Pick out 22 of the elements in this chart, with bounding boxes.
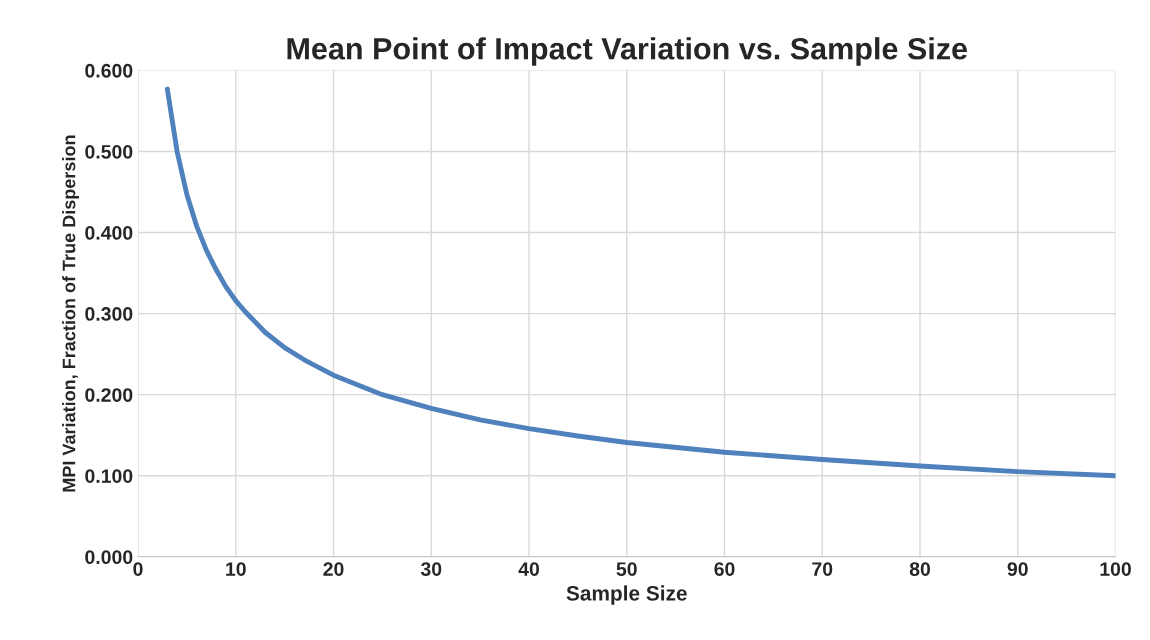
y-tick-label: 0.200: [85, 388, 133, 402]
x-tick-label: 70: [812, 562, 833, 576]
chart-title: Mean Point of Impact Variation vs. Sample Size: [287, 37, 968, 66]
x-tick-label: 10: [226, 562, 246, 576]
x-tick-label: 100: [1100, 562, 1131, 576]
y-tick-label: 0.000: [85, 550, 133, 565]
x-tick-label: 80: [909, 562, 931, 576]
y-tick-label: 0.400: [85, 226, 133, 240]
x-axis-title: Sample Size: [566, 585, 687, 605]
y-tick-label: 0.300: [85, 307, 133, 321]
y-tick-label: 0.100: [85, 469, 133, 483]
x-tick-label: 40: [518, 562, 540, 576]
x-tick-label: 90: [1007, 562, 1028, 576]
x-tick-label: 60: [714, 562, 735, 576]
x-tick-label: 20: [323, 562, 344, 576]
x-tick-label: 50: [616, 562, 637, 576]
line-series: [164, 86, 1116, 479]
x-tick-label: 30: [420, 562, 442, 576]
y-tick-label: 0.500: [85, 144, 133, 159]
y-axis-title: MPI Variation, Fraction of True Dispersion: [62, 135, 79, 492]
x-tick-label: 0: [133, 562, 143, 576]
y-tick-label: 0.600: [85, 63, 133, 78]
